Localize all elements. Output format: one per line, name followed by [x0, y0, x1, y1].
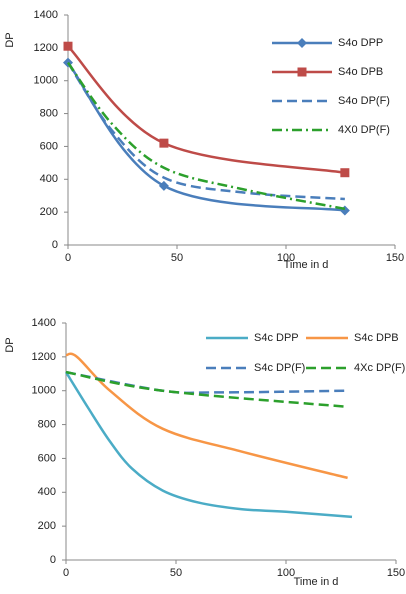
- series-line: [66, 61, 345, 201]
- legend-label: S4o DPB: [338, 66, 383, 78]
- marker: [340, 168, 350, 178]
- marker: [158, 180, 169, 191]
- legend-label: S4c DP(F): [254, 362, 305, 374]
- x-tick-label: 0: [65, 252, 71, 264]
- y-tick-label: 1400: [32, 317, 56, 329]
- legend-label: S4c DPP: [254, 332, 299, 344]
- legend-label: S4o DPP: [338, 37, 383, 49]
- y-tick-label: 0: [50, 554, 56, 566]
- x-tick-label: 100: [277, 567, 295, 579]
- y-tick-label: 1000: [32, 385, 56, 397]
- y-tick-label: 1200: [32, 351, 56, 363]
- y-tick-label: 400: [40, 173, 58, 185]
- y-tick-label: 200: [38, 520, 56, 532]
- y-tick-label: 600: [38, 452, 56, 464]
- y-tick-label: 0: [52, 239, 58, 251]
- y-tick-label: 1200: [34, 42, 58, 54]
- marker: [63, 41, 73, 51]
- x-axis-title: Time in d: [284, 259, 329, 271]
- legend-label: S4c DPB: [354, 332, 399, 344]
- legend-label: 4Xc DP(F): [354, 362, 405, 374]
- series-line: [64, 371, 353, 519]
- y-tick-label: 800: [38, 418, 56, 430]
- y-axis-title: DP: [4, 337, 16, 352]
- marker: [159, 138, 169, 148]
- y-tick-label: 200: [40, 206, 58, 218]
- y-tick-label: 800: [40, 107, 58, 119]
- series-line: [66, 61, 346, 211]
- legend-label: S4o DP(F): [338, 95, 390, 107]
- legend-label: 4X0 DP(F): [338, 124, 390, 136]
- series-line: [67, 45, 346, 174]
- y-axis-title: DP: [4, 32, 16, 47]
- y-tick-label: 400: [38, 486, 56, 498]
- x-tick-label: 0: [63, 567, 69, 579]
- x-tick-label: 150: [386, 252, 404, 264]
- x-tick-label: 50: [171, 252, 183, 264]
- x-tick-label: 150: [387, 567, 405, 579]
- y-tick-label: 1400: [34, 9, 58, 21]
- x-tick-label: 50: [170, 567, 182, 579]
- series-line: [65, 352, 348, 480]
- x-axis-title: Time in d: [294, 576, 339, 588]
- series-line: [65, 370, 348, 409]
- legend-marker: [297, 67, 307, 77]
- legend-marker: [297, 38, 307, 48]
- x-tick-label: 100: [277, 252, 295, 264]
- y-tick-label: 1000: [34, 75, 58, 87]
- y-tick-label: 600: [40, 140, 58, 152]
